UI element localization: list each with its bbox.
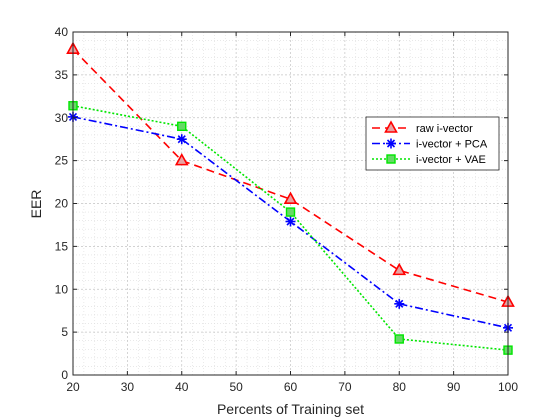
x-tick-label: 100	[498, 380, 518, 394]
legend-marker	[386, 154, 396, 164]
y-tick-label: 25	[55, 154, 69, 168]
y-tick-label: 15	[55, 239, 69, 253]
x-tick-label: 90	[447, 380, 461, 394]
x-tick-label: 20	[66, 380, 80, 394]
legend-entry-label: raw i-vector	[416, 123, 473, 135]
legend-entry-label: i-vector + PCA	[416, 139, 488, 151]
minor-grid	[73, 32, 508, 375]
data-point-1	[392, 262, 407, 276]
x-tick-label: 40	[175, 380, 189, 394]
y-tick-label: 35	[55, 68, 69, 82]
y-tick-label: 30	[55, 111, 69, 125]
x-tick-label: 30	[121, 380, 135, 394]
y-axis-label: EER	[28, 190, 44, 219]
data-point-3	[177, 121, 187, 132]
data-point-3	[285, 207, 296, 217]
legend: raw i-vector i-vector + PCA i-vector + VAE	[365, 116, 500, 171]
y-tick-label: 0	[61, 368, 68, 382]
legend-entry-label: i-vector + VAE	[416, 154, 486, 166]
x-tick-labels: 20 30 40 50 60 70 80 90 100	[66, 380, 518, 394]
legend-marker	[384, 120, 398, 133]
y-tick-label: 10	[55, 282, 69, 296]
data-point-2	[285, 216, 296, 227]
y-tick-label: 5	[61, 325, 68, 339]
marker-stroke	[286, 217, 295, 226]
data-point-3	[394, 334, 404, 344]
data-point-2	[176, 134, 187, 145]
x-tick-label: 80	[393, 380, 407, 394]
x-tick-label: 50	[229, 380, 243, 394]
legend-marker	[386, 138, 396, 149]
marker-stroke	[386, 139, 396, 148]
y-tick-labels: 0 5 10 15 20 25 30 35 40	[55, 25, 69, 382]
data-point-1	[283, 191, 298, 205]
axis-ticks	[72, 31, 509, 376]
data-point-1	[174, 152, 189, 166]
marker-stroke	[395, 299, 404, 308]
y-tick-label: 40	[55, 25, 69, 39]
x-tick-label: 60	[284, 380, 298, 394]
x-tick-label: 70	[338, 380, 352, 394]
data-point-2	[394, 298, 405, 309]
y-tick-label: 20	[55, 197, 69, 211]
x-axis-label: Percents of Training set	[217, 401, 364, 417]
marker-stroke	[177, 135, 186, 144]
